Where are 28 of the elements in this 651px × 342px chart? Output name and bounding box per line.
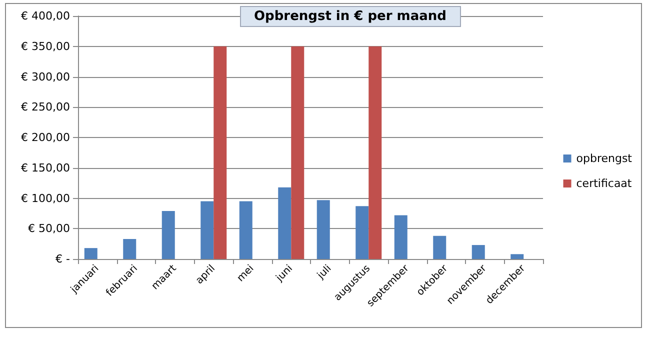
y-tick-label: € 350,00: [21, 40, 70, 53]
y-tick-label: € 150,00: [21, 161, 70, 174]
bar: [278, 187, 292, 259]
bar: [214, 46, 227, 259]
bar: [162, 211, 175, 259]
bar: [200, 201, 214, 259]
chart-title: Opbrengst in € per maand: [254, 9, 446, 24]
y-tick-label: € -: [56, 252, 70, 266]
y-tick-label: € 200,00: [21, 131, 70, 144]
bar: [239, 201, 252, 259]
legend-label: certificaat: [576, 177, 632, 190]
bar: [472, 245, 485, 259]
bar: [433, 236, 446, 259]
y-tick-label: € 400,00: [21, 10, 70, 22]
y-tick-label: € 50,00: [28, 222, 70, 236]
bar: [316, 200, 330, 259]
bar: [394, 215, 408, 259]
legend-label: opbrengst: [576, 152, 633, 165]
bar: [368, 46, 382, 259]
y-tick-label: € 300,00: [21, 70, 70, 84]
x-tick-label: juli: [314, 263, 334, 282]
y-tick-label: € 100,00: [21, 192, 70, 205]
y-tick-label: € 250,00: [21, 100, 70, 114]
bar: [123, 238, 136, 259]
bar: [356, 206, 369, 259]
bar: [510, 254, 524, 259]
bar: [84, 248, 98, 259]
bar: [291, 46, 304, 259]
